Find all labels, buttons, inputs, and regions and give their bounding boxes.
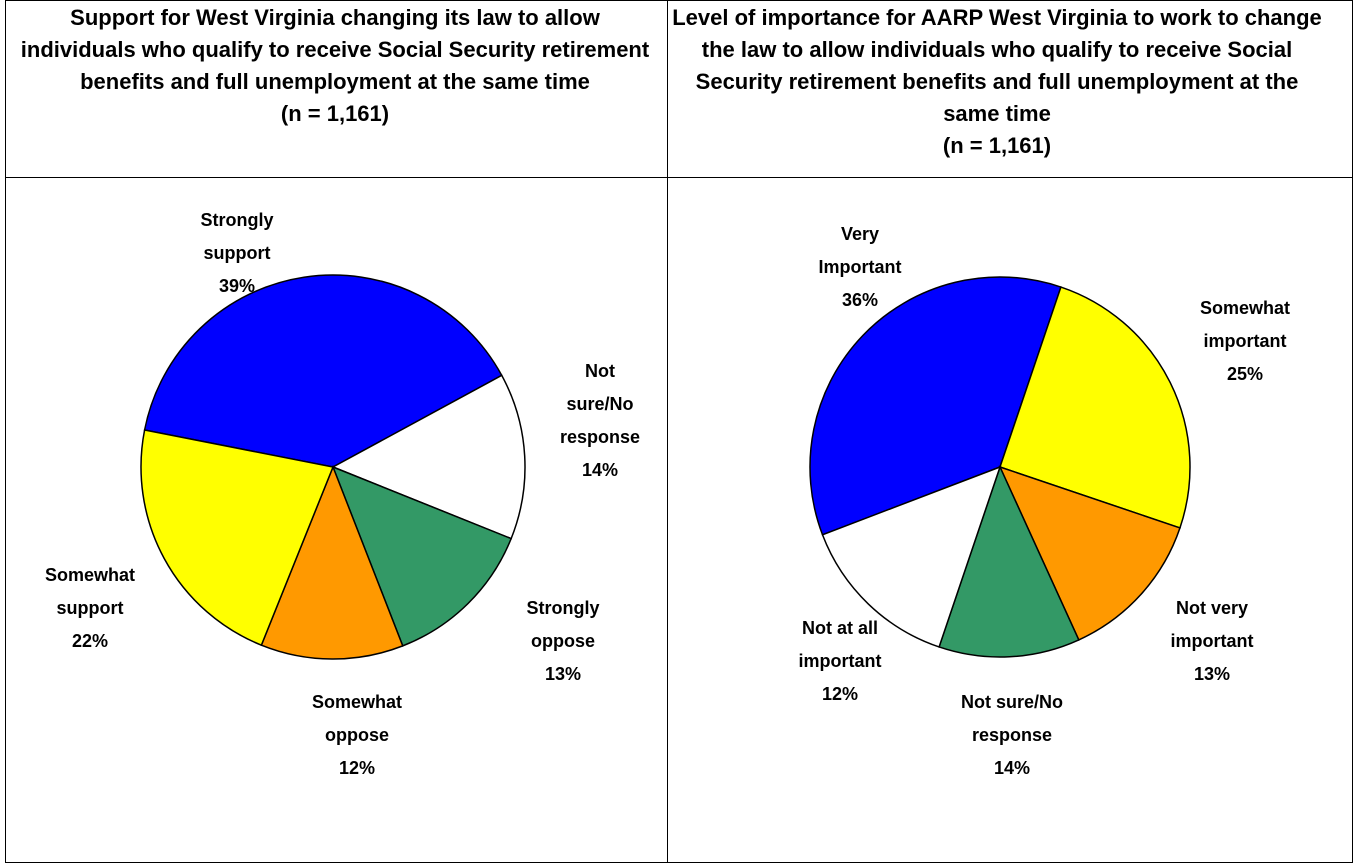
category-label: Not sure/No response	[559, 361, 641, 447]
category-label: Somewhat oppose	[311, 692, 403, 745]
pie-slice	[999, 286, 1191, 529]
outer-border	[5, 0, 1353, 863]
slice-label: Very Important 36%	[810, 218, 910, 317]
slice-label: Somewhat support 22%	[30, 559, 150, 658]
slice-label: Not sure/No response 14%	[957, 686, 1067, 785]
slice-label: Not at all important 12%	[793, 612, 888, 711]
value-label: 13%	[1193, 664, 1231, 684]
pie-slice	[331, 374, 526, 540]
value-label: 13%	[544, 664, 582, 684]
pie-slice	[998, 465, 1181, 641]
value-label: 22%	[71, 631, 109, 651]
category-label: Somewhat support	[44, 565, 136, 618]
category-label: Not sure/No response	[960, 692, 1063, 745]
value-label: 12%	[338, 758, 376, 778]
category-label: Not at all important	[798, 618, 882, 671]
category-label: Not very important	[1170, 598, 1254, 651]
value-label: 14%	[993, 758, 1031, 778]
pie-slice	[809, 276, 1062, 536]
value-label: 25%	[1226, 364, 1264, 384]
pie-slice	[938, 464, 1080, 658]
chart-title: Support for West Virginia changing its l…	[10, 2, 660, 130]
pie-slice	[821, 465, 1002, 648]
category-label: Strongly oppose	[526, 598, 600, 651]
category-label: Very Important	[818, 224, 902, 277]
value-label: 12%	[821, 684, 859, 704]
pie-slice	[140, 429, 335, 647]
title-text: Support for West Virginia changing its l…	[20, 5, 650, 94]
pie-slice	[143, 274, 503, 468]
pie-slice	[331, 465, 513, 647]
subtitle-text: (n = 1,161)	[280, 101, 390, 126]
category-label: Strongly support	[200, 210, 274, 263]
chart-title: Level of importance for AARP West Virgin…	[672, 2, 1322, 162]
slice-label: Somewhat oppose 12%	[297, 686, 417, 785]
slice-label: Not sure/No response 14%	[553, 355, 648, 487]
subtitle-text: (n = 1,161)	[942, 133, 1052, 158]
value-label: 14%	[581, 460, 619, 480]
title-text: Level of importance for AARP West Virgin…	[672, 5, 1322, 126]
slice-label: Somewhat important 25%	[1185, 292, 1305, 391]
category-label: Somewhat important	[1199, 298, 1291, 351]
value-label: 36%	[841, 290, 879, 310]
slice-label: Not very important 13%	[1157, 592, 1267, 691]
slice-label: Strongly support 39%	[187, 204, 287, 303]
value-label: 39%	[218, 276, 256, 296]
slice-label: Strongly oppose 13%	[508, 592, 618, 691]
pie-slice	[260, 464, 404, 660]
